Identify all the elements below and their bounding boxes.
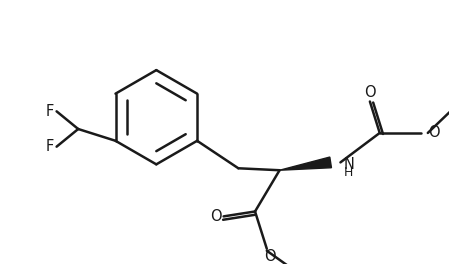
Text: F: F [46, 139, 54, 154]
Text: H: H [343, 166, 353, 179]
Text: O: O [428, 125, 439, 140]
Polygon shape [280, 157, 332, 170]
Text: N: N [343, 157, 354, 172]
Text: O: O [264, 249, 275, 264]
Text: O: O [364, 85, 376, 100]
Text: O: O [210, 209, 222, 224]
Text: F: F [46, 104, 54, 119]
